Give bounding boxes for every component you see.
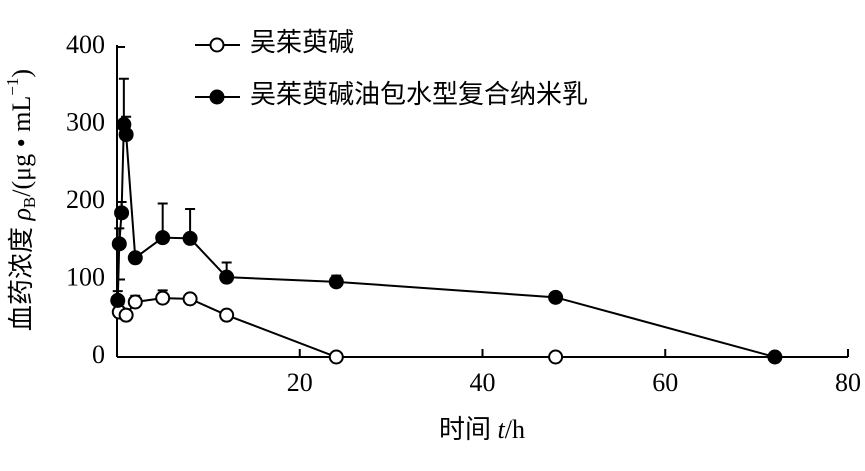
x-tick-label: 80 [835,368,861,397]
data-point [127,250,143,266]
data-point [767,349,783,365]
legend-marker [209,37,225,53]
x-label-part: 时间 [439,415,498,444]
data-point [111,236,127,252]
data-point [110,292,126,308]
data-point [219,269,235,285]
data-point [182,291,198,307]
y-label-part: 血药浓度 [7,221,36,332]
legend-label: 吴茱萸碱 [250,28,354,57]
data-point [182,230,198,246]
data-point [114,205,130,221]
y-label-close: ) [7,69,36,78]
data-point [548,349,564,365]
data-point [219,307,235,323]
data-point [155,230,171,246]
y-tick-label: 300 [66,107,105,136]
x-label-var: t [498,415,506,444]
y-axis-label: 血药浓度 ρB/(μg • mL−1) [3,69,39,331]
y-label-unit: /(μg • mL [7,96,36,197]
data-point [155,290,171,306]
y-label-sub: B [20,197,39,208]
y-tick-label: 400 [66,30,105,59]
data-point [127,294,143,310]
series-line [116,124,776,358]
y-label-sup: −1 [3,78,22,96]
data-point [328,349,344,365]
data-point [328,274,344,290]
x-tick-label: 60 [652,368,678,397]
x-label-unit: /h [505,415,525,444]
data-point [118,127,134,143]
legend-label: 吴茱萸碱油包水型复合纳米乳 [250,80,588,109]
data-point [548,289,564,305]
series-line [118,297,556,358]
y-tick-label: 0 [92,340,105,369]
x-tick-label: 20 [287,368,313,397]
legend-marker [209,89,225,105]
y-tick-label: 200 [66,185,105,214]
x-axis-label: 时间 t/h [439,415,525,444]
y-label-var: ρ [7,208,36,221]
y-tick-label: 100 [66,262,105,291]
x-tick-label: 40 [470,368,496,397]
data-point [118,307,134,323]
